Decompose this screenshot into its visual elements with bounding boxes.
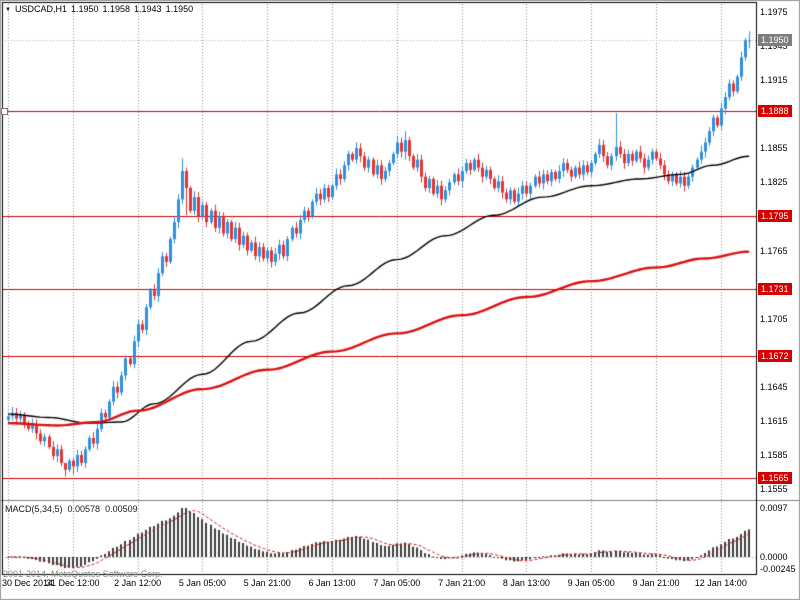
price-level-label: 1.1888: [758, 104, 792, 117]
time-axis-label: 31 Dec 12:00: [46, 578, 100, 588]
price-level-label: 1.1731: [758, 283, 792, 296]
macd-axis-label: 0.0000: [760, 552, 788, 562]
symbol-triangle-icon: ▼: [5, 7, 11, 13]
time-axis-label: 5 Jan 05:00: [178, 578, 226, 588]
price-tick-label: 1.1915: [760, 75, 788, 86]
time-axis-label: 7 Jan 21:00: [438, 578, 486, 588]
macd-indicator-label: MACD(5,34,5) 0.00578 0.00509: [5, 504, 143, 514]
time-axis-label: 8 Jan 13:00: [502, 578, 550, 588]
time-axis-label: 5 Jan 21:00: [243, 578, 291, 588]
time-axis-label: 9 Jan 21:00: [632, 578, 680, 588]
macd-axis-label: 0.0097: [760, 503, 788, 513]
price-tick-label: 1.1585: [760, 449, 788, 460]
price-level-label: 1.1672: [758, 350, 792, 363]
price-tick-label: 1.1975: [760, 6, 788, 17]
chart-ohlc-header: ▼ USDCAD,H1 1.1950 1.1958 1.1943 1.1950: [5, 4, 197, 14]
time-axis-label: 2 Jan 12:00: [114, 578, 162, 588]
level-line-handle[interactable]: [1, 107, 8, 115]
price-tick-label: 1.1855: [760, 143, 788, 154]
price-tick-label: 1.1615: [760, 415, 788, 426]
macd-axis: 0.0097 0.0000 -0.00245: [757, 500, 800, 575]
price-tick-label: 1.1645: [760, 381, 788, 392]
ohlc-low: 1.1943: [134, 4, 162, 14]
price-tick-label: 1.1705: [760, 313, 788, 324]
price-axis[interactable]: 1.19751.19451.19151.18551.18251.17651.17…: [757, 0, 800, 575]
ohlc-open: 1.1950: [70, 4, 99, 14]
price-level-label: 1.1565: [758, 471, 792, 484]
price-tick-label: 1.1765: [760, 245, 788, 256]
price-tick-label: 1.1555: [760, 484, 788, 495]
macd-axis-label: -0.00245: [760, 564, 796, 575]
price-tick-label: 1.1825: [760, 177, 788, 188]
time-axis-label: 30 Dec 2014: [2, 578, 54, 588]
macd-name: MACD(5,34,5): [5, 504, 63, 514]
pane-separator[interactable]: [0, 499, 800, 503]
macd-signal-value: 0.00509: [105, 504, 138, 514]
time-axis-label: 12 Jan 14:00: [694, 578, 747, 588]
time-axis[interactable]: 30 Dec 2014 31 Dec 12:00 2 Jan 12:00 5 Jan …: [0, 576, 800, 596]
current-price-label: 1.1950: [758, 34, 792, 47]
time-axis-label: 9 Jan 05:00: [567, 578, 615, 588]
ohlc-close: 1.1950: [165, 4, 194, 14]
symbol-label: USDCAD,H1: [14, 4, 67, 14]
copyright-text: 2001-2014, MetaQuotes Software Corp.: [3, 569, 163, 579]
time-axis-label: 7 Jan 05:00: [373, 578, 421, 588]
price-level-label: 1.1795: [758, 210, 792, 223]
time-axis-label: 6 Jan 13:00: [308, 578, 356, 588]
ohlc-high: 1.1958: [102, 4, 131, 14]
macd-main-value: 0.00578: [67, 504, 101, 514]
